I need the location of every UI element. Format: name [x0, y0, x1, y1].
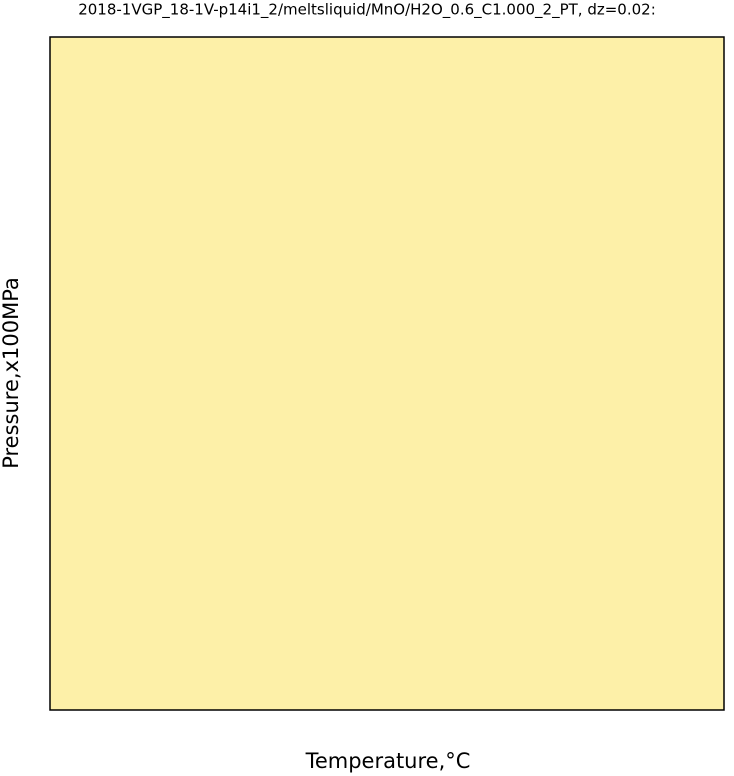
x-axis-label: Temperature,°C [305, 749, 471, 773]
plot-area [50, 37, 724, 710]
plot-frame [49, 36, 725, 711]
chart-title: 2018-1VGP_18-1V-p14i1_2/meltsliquid/MnO/… [78, 1, 656, 20]
y-axis-label: Pressure,x100MPa [0, 277, 23, 469]
